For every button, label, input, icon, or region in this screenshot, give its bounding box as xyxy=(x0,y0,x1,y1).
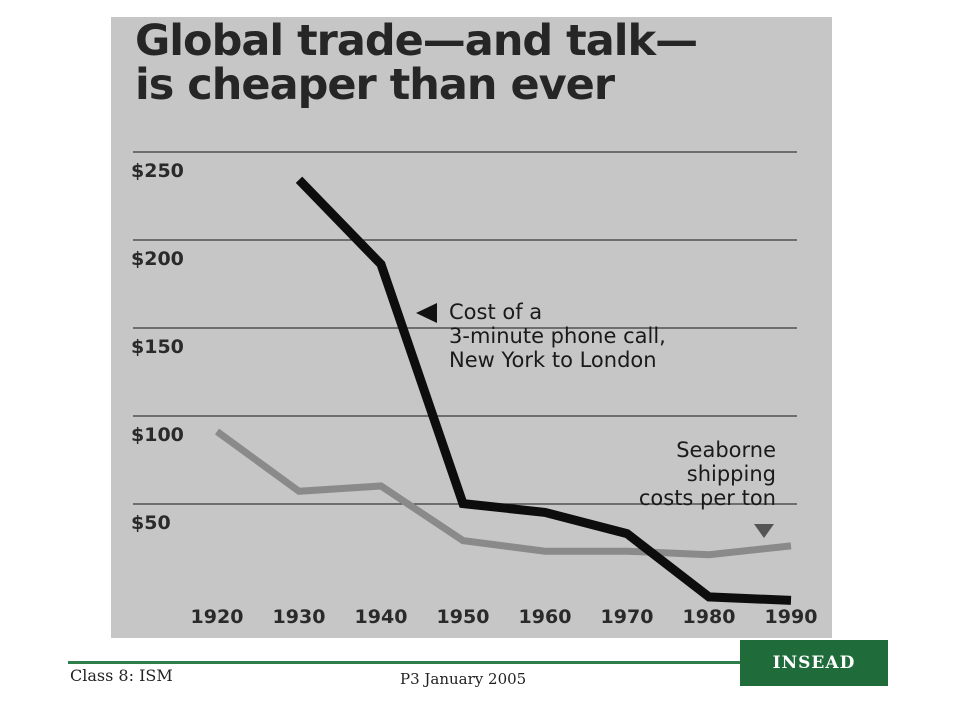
phone-call-annotation-line: 3-minute phone call, xyxy=(449,324,666,348)
shipping-annotation-line: costs per ton xyxy=(639,486,776,510)
y-tick-label: $250 xyxy=(131,160,184,182)
left-arrow-icon xyxy=(416,303,437,323)
x-tick-label: 1920 xyxy=(191,606,244,628)
logo-text: INSEAD xyxy=(772,653,856,673)
line-chart: $250 $200 $150 $100 $50 1920 1930 1940 1950 1960 1… xyxy=(131,151,818,628)
x-tick-label: 1990 xyxy=(765,606,818,628)
series-line xyxy=(214,428,792,559)
x-tick-label: 1960 xyxy=(519,606,572,628)
down-arrow-icon xyxy=(754,524,774,538)
y-tick-label: $200 xyxy=(131,248,184,270)
shipping-annotation-line: shipping xyxy=(687,462,776,486)
footer-divider xyxy=(68,661,740,664)
shipping-annotation-line: Seaborne xyxy=(676,438,776,462)
x-tick-label: 1970 xyxy=(601,606,654,628)
series-line xyxy=(295,176,792,605)
x-tick-label: 1980 xyxy=(683,606,736,628)
date-label: P3 January 2005 xyxy=(400,670,527,688)
phone-call-annotation-line: Cost of a xyxy=(449,300,542,324)
y-tick-label: $150 xyxy=(131,336,184,358)
course-label: Class 8: ISM xyxy=(70,666,173,685)
x-tick-label: 1940 xyxy=(355,606,408,628)
phone-call-annotation-line: New York to London xyxy=(449,348,657,372)
chart-panel: Global trade—and talk— is cheaper than e… xyxy=(111,17,832,638)
y-tick-label: $50 xyxy=(131,512,171,534)
chart-title: Global trade—and talk— is cheaper than e… xyxy=(135,17,698,110)
phone-call-annotation: Cost of a 3-minute phone call, New York to… xyxy=(449,300,666,372)
shipping-annotation: Seaborne shipping costs per ton xyxy=(639,438,776,510)
x-tick-label: 1950 xyxy=(437,606,490,628)
x-tick-label: 1930 xyxy=(273,606,326,628)
insead-logo: INSEAD xyxy=(740,640,888,686)
y-tick-label: $100 xyxy=(131,424,184,446)
